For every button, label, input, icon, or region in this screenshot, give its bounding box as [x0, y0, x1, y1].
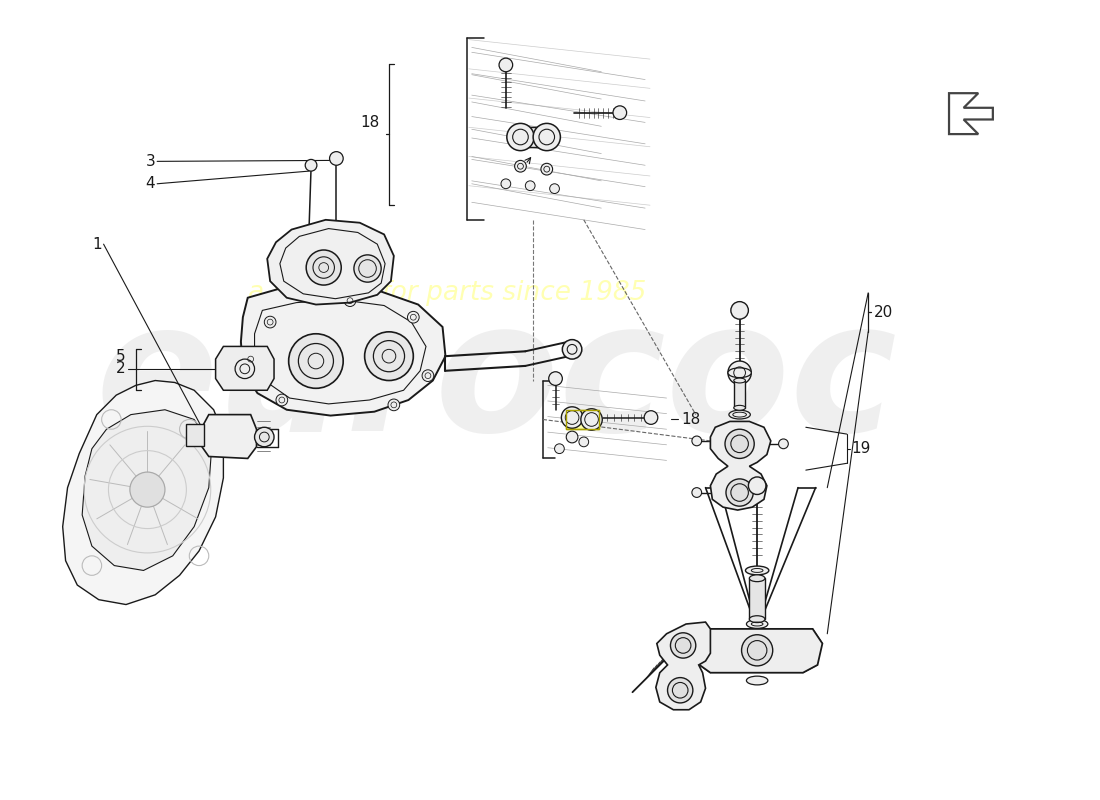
Ellipse shape [746, 566, 769, 575]
Circle shape [264, 316, 276, 328]
Polygon shape [202, 414, 256, 458]
Text: 3: 3 [145, 154, 155, 169]
Circle shape [288, 334, 343, 388]
Polygon shape [241, 285, 446, 415]
Circle shape [748, 477, 766, 494]
Text: 4: 4 [145, 176, 155, 191]
Polygon shape [656, 622, 711, 710]
Ellipse shape [747, 620, 768, 629]
Polygon shape [267, 220, 394, 305]
Ellipse shape [728, 368, 751, 378]
Bar [749, 578, 764, 619]
Circle shape [561, 407, 583, 428]
Text: a passion for parts since 1985: a passion for parts since 1985 [249, 280, 647, 306]
Text: 20: 20 [874, 305, 893, 320]
Text: eurococ: eurococ [96, 293, 898, 469]
Text: 19: 19 [851, 442, 871, 456]
Circle shape [422, 370, 433, 382]
Bar [186, 424, 204, 446]
Bar [520, 127, 547, 146]
Ellipse shape [734, 406, 746, 410]
Polygon shape [216, 346, 274, 390]
Circle shape [254, 427, 274, 446]
Bar [734, 381, 746, 408]
Circle shape [726, 479, 754, 506]
Text: 5: 5 [117, 349, 126, 364]
Polygon shape [711, 422, 771, 510]
Circle shape [500, 179, 510, 189]
Circle shape [330, 152, 343, 166]
Circle shape [305, 159, 317, 171]
Text: 18: 18 [360, 115, 379, 130]
Polygon shape [82, 410, 211, 570]
Polygon shape [63, 381, 223, 605]
Circle shape [499, 58, 513, 72]
Circle shape [645, 410, 658, 424]
Circle shape [130, 472, 165, 507]
Text: 1: 1 [92, 237, 101, 252]
Circle shape [407, 311, 419, 323]
Circle shape [354, 255, 382, 282]
Ellipse shape [747, 676, 768, 685]
Circle shape [728, 361, 751, 385]
Circle shape [344, 295, 356, 306]
Ellipse shape [729, 410, 750, 419]
Circle shape [526, 181, 535, 190]
Circle shape [541, 163, 552, 175]
Circle shape [613, 106, 627, 119]
Circle shape [245, 354, 256, 365]
Circle shape [692, 436, 702, 446]
Circle shape [550, 184, 560, 194]
Circle shape [549, 372, 562, 386]
Circle shape [276, 394, 288, 406]
Polygon shape [696, 629, 823, 673]
Text: 18: 18 [681, 412, 701, 427]
Ellipse shape [734, 378, 746, 383]
Circle shape [741, 634, 772, 666]
Circle shape [692, 488, 702, 498]
Circle shape [725, 430, 755, 458]
Circle shape [554, 444, 564, 454]
Circle shape [581, 409, 603, 430]
Circle shape [364, 332, 414, 381]
Ellipse shape [749, 575, 764, 582]
Text: 2: 2 [117, 362, 126, 376]
Polygon shape [566, 410, 600, 430]
Circle shape [730, 302, 748, 319]
Circle shape [566, 431, 578, 443]
Circle shape [534, 123, 560, 150]
Circle shape [562, 340, 582, 359]
Circle shape [579, 437, 588, 446]
Circle shape [779, 439, 789, 449]
Circle shape [388, 399, 399, 410]
Circle shape [515, 160, 526, 172]
Circle shape [306, 250, 341, 285]
Polygon shape [793, 488, 827, 634]
Ellipse shape [749, 616, 764, 622]
Circle shape [671, 633, 696, 658]
Bar [572, 412, 592, 427]
Circle shape [507, 123, 535, 150]
Circle shape [668, 678, 693, 703]
